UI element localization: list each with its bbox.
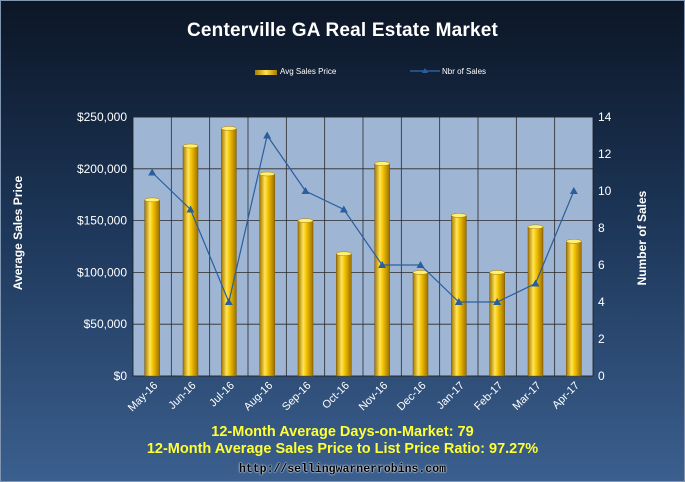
y2-tick-label: 10 xyxy=(598,184,612,198)
legend-line-swatch xyxy=(410,68,440,73)
bar-jan-17 xyxy=(451,215,467,377)
x-tick-label: Dec-16 xyxy=(395,380,429,414)
footer-days-on-market: 12-Month Average Days-on-Market: 79 xyxy=(211,424,474,440)
bar-cap xyxy=(451,213,467,218)
bar-cap xyxy=(374,161,390,166)
bar-may-16 xyxy=(144,199,160,377)
y-tick-label: $250,000 xyxy=(77,110,127,124)
bar-jul-16 xyxy=(221,128,237,377)
x-tick-label: May-16 xyxy=(126,380,160,414)
footer-url: http://sellingwarnerrobins.com xyxy=(238,463,447,476)
x-tick-label: Sep-16 xyxy=(280,380,314,414)
bar-cap xyxy=(412,270,429,275)
legend-bar-swatch xyxy=(255,70,277,75)
bar-oct-16 xyxy=(336,253,352,377)
bar-jun-16 xyxy=(182,145,199,377)
bar-apr-17 xyxy=(566,241,582,377)
series-line-nbr-of-sales xyxy=(151,134,575,304)
legend-line-label: Nbr of Sales xyxy=(442,67,487,76)
point-aug-16 xyxy=(263,131,272,139)
bar-cap xyxy=(144,197,160,203)
point-nov-16 xyxy=(378,261,387,268)
bar-cap xyxy=(336,251,352,257)
y-tick-label: $200,000 xyxy=(77,162,127,176)
y-tick-label: $100,000 xyxy=(77,265,127,279)
y2-tick-label: 2 xyxy=(598,332,605,346)
bar-dec-16 xyxy=(412,272,429,377)
x-tick-label: Jul-16 xyxy=(207,380,237,410)
bar-cap xyxy=(527,224,544,230)
point-feb-17 xyxy=(493,298,502,305)
bar-cap xyxy=(297,218,314,223)
y-tick-label: $0 xyxy=(114,369,128,383)
bar-cap xyxy=(489,270,505,275)
point-oct-16 xyxy=(339,205,348,213)
point-may-16 xyxy=(148,168,157,176)
bar-cap xyxy=(259,171,275,177)
x-tick-label: Nov-16 xyxy=(357,380,391,414)
bar-cap xyxy=(221,126,237,131)
bar-cap xyxy=(182,143,199,149)
point-apr-17 xyxy=(569,187,578,194)
bar-cap xyxy=(566,239,582,244)
x-tick-label: Mar-17 xyxy=(510,380,543,413)
x-tick-label: Feb-17 xyxy=(472,380,505,413)
bar-nov-16 xyxy=(374,163,390,377)
point-mar-17 xyxy=(531,279,540,287)
bar-feb-17 xyxy=(489,272,505,377)
point-sep-16 xyxy=(301,187,310,194)
y2-tick-label: 4 xyxy=(598,295,605,309)
chart-title: Centerville GA Real Estate Market xyxy=(186,20,499,41)
point-dec-16 xyxy=(416,261,425,268)
point-jan-17 xyxy=(454,298,463,305)
y-tick-label: $150,000 xyxy=(77,214,127,228)
x-tick-label: Aug-16 xyxy=(242,380,276,414)
bar-sep-16 xyxy=(297,220,314,377)
x-tick-label: Jan-17 xyxy=(435,380,467,412)
y2-tick-label: 12 xyxy=(598,147,612,161)
point-jul-16 xyxy=(224,298,233,305)
y2-tick-label: 6 xyxy=(598,258,605,272)
bar-mar-17 xyxy=(527,226,544,377)
y-tick-label: $50,000 xyxy=(84,317,128,331)
y2-tick-label: 14 xyxy=(598,110,612,124)
x-tick-label: Oct-16 xyxy=(320,380,352,412)
point-jun-16 xyxy=(186,205,195,213)
y2-tick-label: 0 xyxy=(598,369,605,383)
legend-bar-label: Avg Sales Price xyxy=(280,67,337,76)
x-tick-label: Apr-17 xyxy=(550,380,582,412)
footer-price-ratio: 12-Month Average Sales Price to List Pri… xyxy=(146,441,539,457)
bar-aug-16 xyxy=(259,173,275,377)
y2-tick-label: 8 xyxy=(598,221,605,235)
x-tick-label: Jun-16 xyxy=(166,380,198,412)
